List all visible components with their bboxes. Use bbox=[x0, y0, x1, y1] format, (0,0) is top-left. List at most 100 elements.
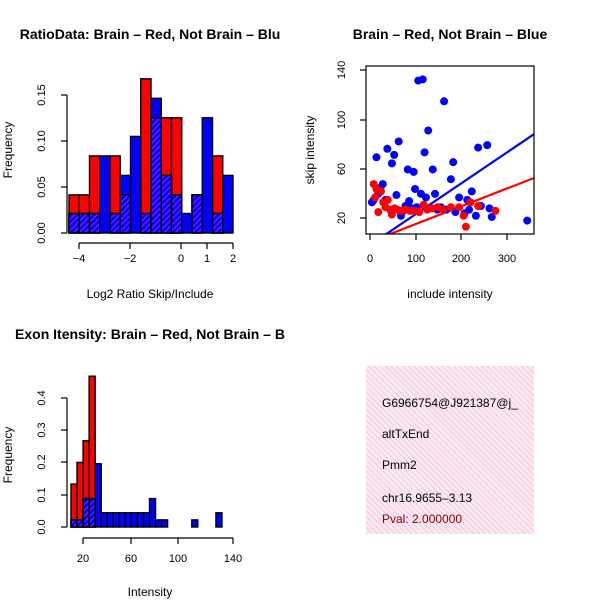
scatter-point-not-brain bbox=[487, 212, 496, 221]
scatter-point-not-brain bbox=[471, 211, 480, 220]
intensity-hist-x-tick-label: 60 bbox=[125, 553, 137, 565]
scatter-point-not-brain bbox=[390, 150, 399, 159]
bar-not-brain bbox=[106, 512, 114, 528]
bar-not-brain bbox=[222, 174, 234, 234]
scatter-point-not-brain bbox=[474, 143, 483, 152]
scatter-x-tick-label: 200 bbox=[452, 253, 470, 265]
scatter-point-brain bbox=[387, 210, 396, 219]
bar-not-brain bbox=[99, 155, 111, 234]
bar-overlap bbox=[140, 212, 152, 234]
scatter-point-not-brain bbox=[455, 193, 464, 202]
bar-overlap bbox=[109, 212, 121, 234]
scatter-point-not-brain bbox=[465, 205, 474, 214]
intensity-hist-y-tick-label: 0.3 bbox=[36, 422, 48, 437]
bar-overlap bbox=[76, 519, 84, 528]
scatter-y-tick-label: 140 bbox=[336, 61, 348, 79]
scatter-point-not-brain bbox=[424, 126, 433, 135]
bar-overlap bbox=[150, 117, 162, 234]
intensity-hist-x-label: Intensity bbox=[128, 585, 173, 599]
scatter-point-brain bbox=[491, 206, 500, 215]
bar-overlap bbox=[78, 212, 91, 234]
bar-overlap bbox=[160, 174, 173, 234]
bar-overlap bbox=[82, 497, 90, 528]
bar-not-brain bbox=[215, 512, 223, 528]
bar-overlap bbox=[191, 194, 203, 234]
intensity-hist-bars bbox=[70, 375, 223, 528]
intensity-hist-x-tick-label: 100 bbox=[169, 553, 187, 565]
bar-not-brain bbox=[118, 512, 127, 528]
bar-not-brain bbox=[154, 519, 163, 528]
scatter-point-not-brain bbox=[421, 193, 430, 202]
scatter-point-not-brain bbox=[387, 159, 396, 168]
scatter-point-brain bbox=[455, 203, 464, 212]
bar-not-brain bbox=[148, 497, 157, 528]
scatter-point-not-brain bbox=[483, 141, 492, 150]
bar-not-brain bbox=[136, 512, 145, 528]
scatter-point-not-brain bbox=[409, 167, 418, 176]
bar-overlap bbox=[88, 497, 96, 528]
ratio-hist-y-tick-label: 0.15 bbox=[36, 84, 48, 105]
ratio-hist-x-tick-label: 1 bbox=[204, 253, 210, 265]
ratio-hist-y-tick-label: 0.05 bbox=[36, 176, 48, 197]
scatter-point-brain bbox=[474, 202, 483, 210]
scatter-y-tick-label: 60 bbox=[336, 163, 348, 175]
scatter-y-label: skip intensity bbox=[303, 116, 317, 185]
scatter-x-tick-label: 100 bbox=[407, 253, 425, 265]
intensity-hist-x-tick-label: 20 bbox=[77, 553, 89, 565]
scatter-point-brain bbox=[383, 195, 392, 204]
scatter-point-not-brain bbox=[392, 191, 401, 200]
ratio-hist-bars bbox=[68, 78, 234, 234]
scatter-point-not-brain bbox=[383, 144, 392, 153]
bar-overlap bbox=[211, 212, 224, 234]
scatter-point-brain bbox=[376, 187, 385, 196]
scatter-x-tick-label: 300 bbox=[498, 253, 516, 265]
location-text: chr16.9655–3.13 bbox=[382, 491, 473, 505]
scatter-point-brain bbox=[439, 205, 448, 214]
ratio-histogram: RatioData: Brain – Red, Not Brain – Blu … bbox=[1, 26, 280, 301]
bar-not-brain bbox=[142, 512, 151, 528]
bar-overlap bbox=[70, 519, 78, 528]
scatter-plot-box bbox=[365, 65, 535, 235]
event-id-text: G6966754@J921387@j_ bbox=[382, 396, 518, 410]
scatter-point-brain bbox=[374, 208, 383, 217]
intensity-hist-y-tick-label: 0.0 bbox=[36, 519, 48, 534]
scatter-x-label: include intensity bbox=[407, 287, 492, 301]
bar-not-brain bbox=[124, 512, 133, 528]
bar-overlap bbox=[119, 194, 132, 234]
ratio-hist-y-tick-label: 0.00 bbox=[36, 222, 48, 243]
scatter-point-brain bbox=[459, 211, 468, 220]
intensity-hist-y-tick-label: 0.4 bbox=[36, 390, 48, 405]
bar-not-brain bbox=[112, 512, 121, 528]
ratio-hist-x-label: Log2 Ratio Skip/Include bbox=[87, 287, 214, 301]
scatter-point-not-brain bbox=[405, 197, 414, 206]
scatter-title: Brain – Red, Not Brain – Blue bbox=[353, 26, 548, 42]
intensity-hist-y-label: Frequency bbox=[1, 427, 15, 484]
scatter-point-brain bbox=[415, 208, 424, 217]
scatter-point-not-brain bbox=[467, 187, 476, 196]
ratio-hist-x-tick-label: −2 bbox=[124, 253, 137, 265]
ratio-hist-x-tick-label: −4 bbox=[73, 253, 86, 265]
bar-not-brain bbox=[129, 135, 142, 234]
intensity-hist-x-tick-label: 140 bbox=[224, 553, 242, 565]
scatter-plot: Brain – Red, Not Brain – Blue 0 100 200 … bbox=[303, 26, 547, 301]
bar-not-brain bbox=[94, 463, 102, 528]
scatter-y-tick-label: 100 bbox=[336, 111, 348, 129]
bar-not-brain bbox=[160, 519, 169, 528]
scatter-point-brain bbox=[446, 203, 455, 212]
bar-not-brain bbox=[201, 117, 214, 234]
scatter-point-brain bbox=[371, 193, 380, 202]
intensity-hist-title: Exon Itensity: Brain – Red, Not Brain – … bbox=[15, 326, 285, 342]
bar-not-brain bbox=[191, 519, 199, 528]
bar-overlap bbox=[170, 194, 183, 234]
ratio-hist-y-tick-label: 0.10 bbox=[36, 130, 48, 151]
bar-not-brain bbox=[100, 512, 108, 528]
intensity-hist-y-tick-label: 0.1 bbox=[36, 487, 48, 502]
pval-text: Pval: 2.000000 bbox=[382, 512, 463, 526]
bar-overlap bbox=[68, 212, 80, 234]
gene-name-text: Pmm2 bbox=[382, 458, 417, 472]
bar-brain bbox=[140, 78, 152, 234]
event-type-text: altTxEnd bbox=[382, 427, 430, 441]
scatter-point-not-brain bbox=[378, 180, 387, 189]
ratio-hist-y-label: Frequency bbox=[1, 122, 15, 179]
